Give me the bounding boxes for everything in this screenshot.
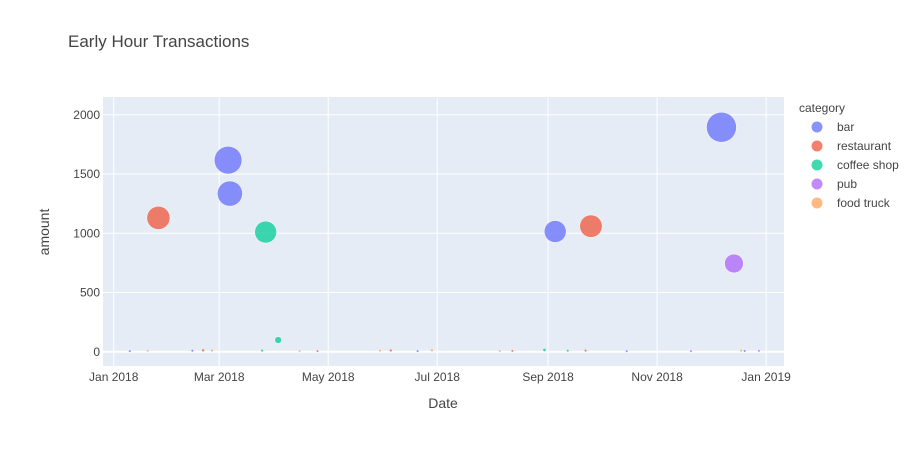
data-point-restaurant[interactable] <box>146 206 171 230</box>
y-tick-label: 500 <box>80 286 100 300</box>
legend-marker <box>811 159 823 171</box>
chart-title: Early Hour Transactions <box>68 32 249 51</box>
data-point-food-truck[interactable] <box>298 350 301 353</box>
data-point-restaurant[interactable] <box>579 214 603 238</box>
x-tick-label: Jul 2018 <box>415 370 461 384</box>
data-point-restaurant[interactable] <box>316 350 319 353</box>
legend-item-pub[interactable]: pub <box>811 177 858 191</box>
markers-layer <box>128 111 760 353</box>
x-tick-label: Nov 2018 <box>631 370 683 384</box>
data-point-coffee-shop[interactable] <box>254 220 277 244</box>
legend-label: restaurant <box>837 139 892 153</box>
legend-label: bar <box>837 120 854 134</box>
legend-label: coffee shop <box>837 158 899 172</box>
data-point-coffee-shop[interactable] <box>543 348 546 352</box>
y-tick-label: 0 <box>93 345 100 359</box>
legend-item-restaurant[interactable]: restaurant <box>811 139 892 153</box>
legend-marker <box>811 140 823 152</box>
legend-title: category <box>799 101 845 115</box>
data-point-restaurant[interactable] <box>511 349 514 352</box>
legend-item-bar[interactable]: bar <box>811 120 855 134</box>
data-point-restaurant[interactable] <box>201 349 205 352</box>
data-point-restaurant[interactable] <box>584 349 587 352</box>
data-point-food-truck[interactable] <box>498 349 501 352</box>
data-point-bar[interactable] <box>743 349 746 352</box>
data-point-bar[interactable] <box>416 350 419 353</box>
x-tick-label: Mar 2018 <box>194 370 245 384</box>
legend-item-coffee-shop[interactable]: coffee shop <box>811 158 900 172</box>
legend-marker <box>811 197 823 209</box>
x-tick-label: Sep 2018 <box>522 370 574 384</box>
y-tick-label: 1000 <box>73 226 100 240</box>
x-tick-label: Jan 2018 <box>89 370 139 384</box>
data-point-coffee-shop[interactable] <box>566 349 569 352</box>
data-point-bar[interactable] <box>214 146 243 175</box>
data-point-food-truck[interactable] <box>740 349 743 352</box>
data-point-coffee-shop[interactable] <box>260 349 264 352</box>
data-point-food-truck[interactable] <box>379 349 382 352</box>
legend: category bar restaurant coffee shop pub food… <box>799 101 899 210</box>
data-point-bar[interactable] <box>217 180 243 207</box>
data-point-food-truck[interactable] <box>146 349 149 352</box>
y-tick-label: 1500 <box>73 167 100 181</box>
data-point-coffee-shop[interactable] <box>274 336 282 344</box>
y-tick-label: 2000 <box>73 108 100 122</box>
data-point-restaurant[interactable] <box>389 349 392 352</box>
data-point-bar[interactable] <box>191 349 194 352</box>
data-point-food-truck[interactable] <box>210 349 214 352</box>
data-point-bar[interactable] <box>706 111 737 143</box>
legend-label: food truck <box>837 196 891 210</box>
plot-area <box>103 97 784 366</box>
y-axis-title: amount <box>36 209 52 256</box>
data-point-pub[interactable] <box>724 253 744 274</box>
legend-marker <box>811 178 823 190</box>
data-point-food-truck[interactable] <box>430 349 434 352</box>
legend-item-food-truck[interactable]: food truck <box>811 196 891 210</box>
x-tick-label: Jan 2019 <box>741 370 791 384</box>
data-point-bar[interactable] <box>128 350 131 353</box>
legend-marker <box>811 121 823 133</box>
legend-label: pub <box>837 177 857 191</box>
y-tick-labels: 0 500 1000 1500 2000 <box>73 108 100 359</box>
data-point-bar[interactable] <box>625 350 628 353</box>
x-axis-title: Date <box>428 395 458 411</box>
x-tick-label: May 2018 <box>302 370 355 384</box>
data-point-bar[interactable] <box>543 220 567 243</box>
data-point-pub[interactable] <box>757 349 760 352</box>
x-tick-labels: Jan 2018 Mar 2018 May 2018 Jul 2018 Sep 2018… <box>89 370 791 384</box>
data-point-pub[interactable] <box>690 350 693 353</box>
